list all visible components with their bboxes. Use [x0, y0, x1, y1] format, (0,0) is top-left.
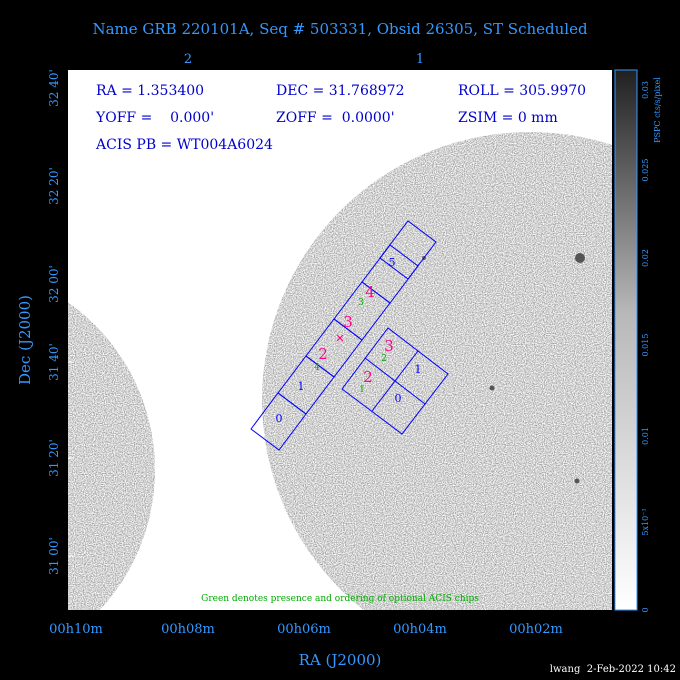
aimpoint-marker: ✕	[335, 332, 344, 345]
colorbar-title: PSPC cts/s/pixel	[653, 77, 662, 143]
acis-pb-value: ACIS PB = WT004A6024	[95, 137, 273, 153]
colorbar-tick-label: 0.03	[641, 81, 650, 99]
chip-label-4: 4	[365, 283, 375, 301]
y-tick-label: 32 20'	[47, 167, 61, 205]
frame-ticks	[68, 70, 421, 557]
y-tick-label: 31 00'	[47, 537, 61, 575]
survey-field-left	[68, 302, 155, 610]
top-axis-tick-label: 2	[184, 52, 192, 67]
chip-label-i3: 3	[384, 337, 394, 355]
parameter-block: RA = 1.353400 DEC = 31.768972 ROLL = 305…	[95, 83, 586, 153]
figure-title: Name GRB 220101A, Seq # 503331, Obsid 26…	[92, 20, 588, 38]
chip-label-5: 5	[389, 256, 396, 269]
x-tick-label: 00h06m	[277, 622, 331, 637]
source-spot	[575, 253, 585, 263]
chip-label-3: 3	[343, 313, 353, 331]
source-spot	[489, 385, 495, 391]
x-axis-label: RA (J2000)	[299, 651, 382, 669]
x-tick-label: 00h04m	[393, 622, 447, 637]
optional-order-2: 2	[381, 354, 387, 364]
chip-label-2: 2	[318, 345, 328, 363]
optional-order-1: 1	[359, 385, 365, 395]
survey-field-right	[262, 132, 612, 610]
y-axis: 32 40' 32 20' 32 00' 31 40' 31 20' 31 00…	[16, 69, 61, 575]
zsim-value: ZSIM = 0 mm	[458, 110, 558, 126]
acis-i-array	[341, 327, 449, 435]
ra-value: RA = 1.353400	[96, 83, 204, 99]
colorbar-tick-label: 0.01	[641, 427, 650, 445]
acis-chip-layout	[250, 220, 449, 451]
x-tick-label: 00h10m	[49, 622, 103, 637]
chip-labels: 0 1 2 3 4 5 4 3 3 2 1 0 2 1	[276, 256, 422, 425]
x-tick-label: 00h02m	[509, 622, 563, 637]
y-tick-label: 32 40'	[47, 69, 61, 107]
roll-value: ROLL = 305.9970	[458, 83, 586, 99]
colorbar-tick-label: 0.025	[641, 159, 650, 182]
chip-label-i2: 2	[363, 368, 373, 386]
y-tick-label: 31 40'	[47, 343, 61, 381]
colorbar-tick-label: 0	[641, 607, 650, 612]
y-tick-label: 32 00'	[47, 265, 61, 303]
colorbar-tick-label: 0.02	[641, 249, 650, 267]
acis-i-divider	[364, 357, 426, 405]
yoff-value: YOFF = 0.000'	[95, 110, 214, 126]
optional-order-3: 3	[358, 298, 364, 308]
y-axis-label: Dec (J2000)	[16, 295, 34, 385]
optional-chips-note: Green denotes presence and ordering of o…	[201, 594, 479, 604]
sky-image	[68, 132, 612, 610]
colorbar	[614, 69, 638, 611]
acis-chip-5-visible-outline	[379, 220, 437, 280]
x-tick-label: 00h08m	[161, 622, 215, 637]
footer-timestamp: lwang 2-Feb-2022 10:42	[550, 664, 676, 675]
top-axis-tick-label: 1	[416, 52, 424, 67]
optional-order-4: 4	[314, 363, 320, 373]
colorbar-tick-label: 0.015	[641, 334, 650, 357]
colorbar-tick-label: 5x10⁻³	[641, 508, 650, 535]
chip-label-i0: 0	[395, 392, 402, 405]
source-spot	[574, 478, 580, 484]
chip-label-0: 0	[276, 412, 283, 425]
chip-label-1: 1	[298, 380, 305, 393]
zoff-value: ZOFF = 0.0000'	[276, 110, 395, 126]
x-axis: 00h10m 00h08m 00h06m 00h04m 00h02m RA (J…	[49, 622, 563, 669]
chip-label-i1: 1	[415, 363, 422, 376]
y-tick-label: 31 20'	[47, 439, 61, 477]
dec-value: DEC = 31.768972	[276, 83, 405, 99]
colorbar-ticks: 0.03 0.025 0.02 0.015 0.01 5x10⁻³ 0 PSPC…	[641, 77, 662, 613]
